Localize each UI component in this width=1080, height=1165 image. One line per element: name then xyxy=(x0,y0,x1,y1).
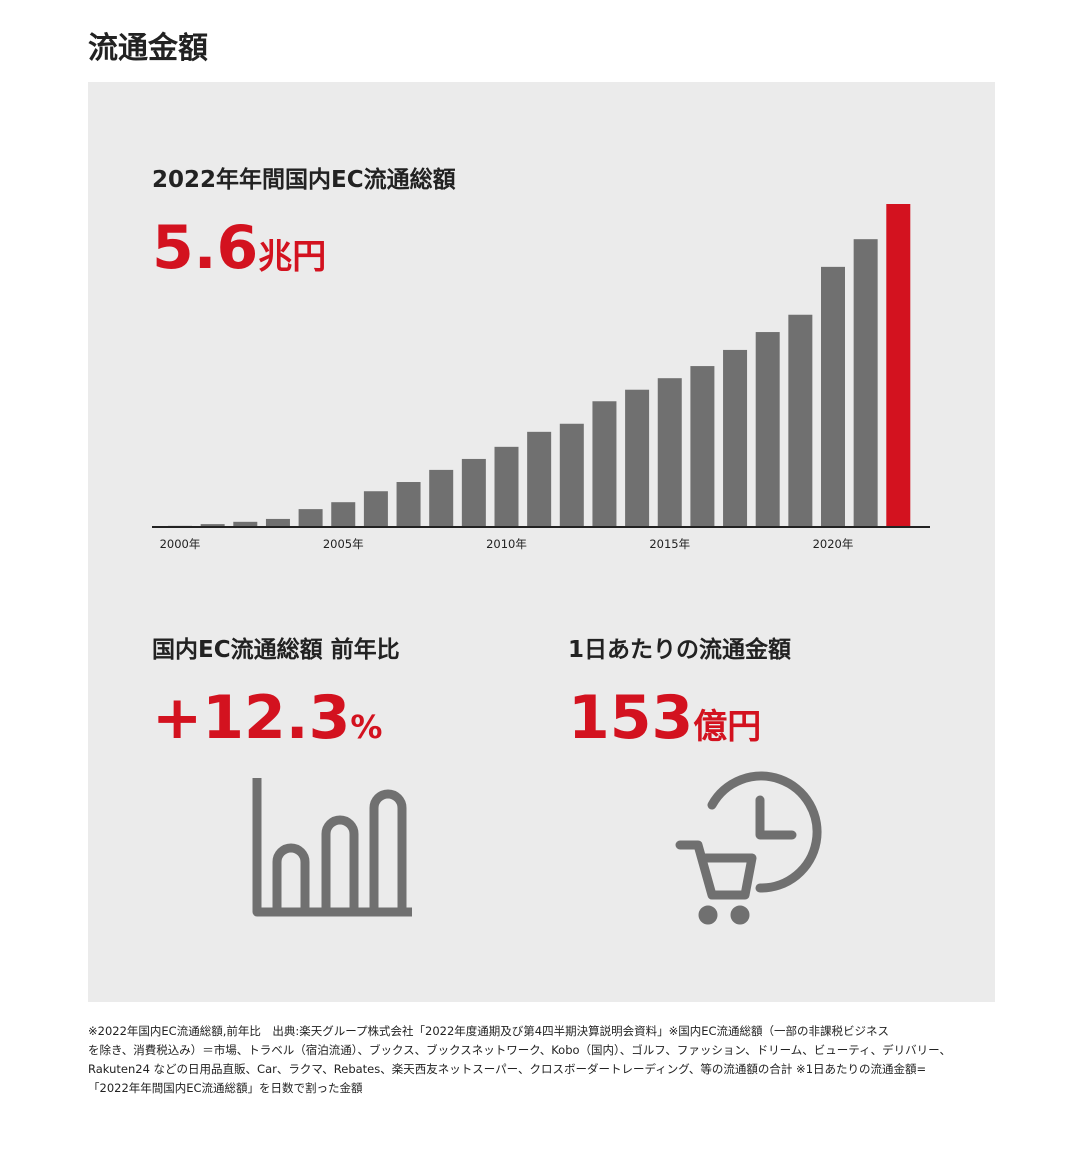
bar xyxy=(625,389,650,527)
stat-label: 国内EC流通総額 前年比 xyxy=(152,636,400,663)
stat-unit: % xyxy=(350,708,382,746)
bar xyxy=(200,524,225,527)
clock-cart-icon xyxy=(675,771,822,925)
bar xyxy=(331,502,356,527)
x-tick-label: 2015年 xyxy=(649,537,690,551)
bar xyxy=(657,378,682,527)
headline-unit: 兆円 xyxy=(258,237,326,277)
bar xyxy=(265,518,290,527)
footnote-line: 「2022年年間国内EC流通総額」を日数で割った金額 xyxy=(88,1081,363,1095)
headline-number: 5.6 xyxy=(152,213,258,283)
stat-label: 1日あたりの流通金額 xyxy=(568,636,791,663)
bar-icon xyxy=(252,778,412,917)
panel xyxy=(88,82,995,1002)
bar xyxy=(886,204,911,527)
bar xyxy=(233,521,258,527)
bar xyxy=(396,482,421,527)
footnote-line: Rakuten24 などの日用品直販、Car、ラクマ、Rebates、楽天西友ネ… xyxy=(88,1062,927,1076)
bar xyxy=(494,446,519,527)
bar xyxy=(461,458,486,527)
stat-number: +12.3 xyxy=(152,683,350,753)
x-tick-label: 2005年 xyxy=(323,537,364,551)
footnote: ※2022年国内EC流通総額,前年比 出典:楽天グループ株式会社「2022年度通… xyxy=(88,1022,1008,1098)
bar xyxy=(821,266,845,527)
stat-unit: 億円 xyxy=(693,707,761,747)
x-tick-label: 2000年 xyxy=(160,537,201,551)
bar-chart: 2000年 2005年 2010年 2015年 2020年 xyxy=(160,204,911,551)
bar xyxy=(853,239,878,527)
x-tick-label: 2020年 xyxy=(813,537,854,551)
infographic: 流通金額 2022年年間国内EC流通総額 5.6兆円 2000年 2005年 201… xyxy=(88,31,995,1002)
bar xyxy=(298,509,323,527)
bar xyxy=(788,314,813,527)
bar xyxy=(429,469,454,527)
page-title: 流通金額 xyxy=(88,31,208,66)
bar xyxy=(690,366,715,527)
headline-value: 5.6兆円 xyxy=(152,213,326,283)
stat-number: 153 xyxy=(568,683,693,753)
footnote-line: を除き、消費税込み）＝市場、トラベル（宿泊流通）、ブックス、ブックスネットワーク… xyxy=(88,1043,952,1057)
bar xyxy=(559,423,584,527)
chart-title: 2022年年間国内EC流通総額 xyxy=(152,166,456,193)
footnote-line: ※2022年国内EC流通総額,前年比 出典:楽天グループ株式会社「2022年度通… xyxy=(88,1024,890,1038)
stat-value: 153億円 xyxy=(568,683,761,753)
bar xyxy=(755,332,780,527)
bar xyxy=(723,349,748,527)
x-tick-label: 2010年 xyxy=(486,537,527,551)
bar xyxy=(592,401,617,527)
bar xyxy=(527,431,552,527)
bar xyxy=(363,491,388,527)
stat-value: +12.3% xyxy=(152,683,382,753)
